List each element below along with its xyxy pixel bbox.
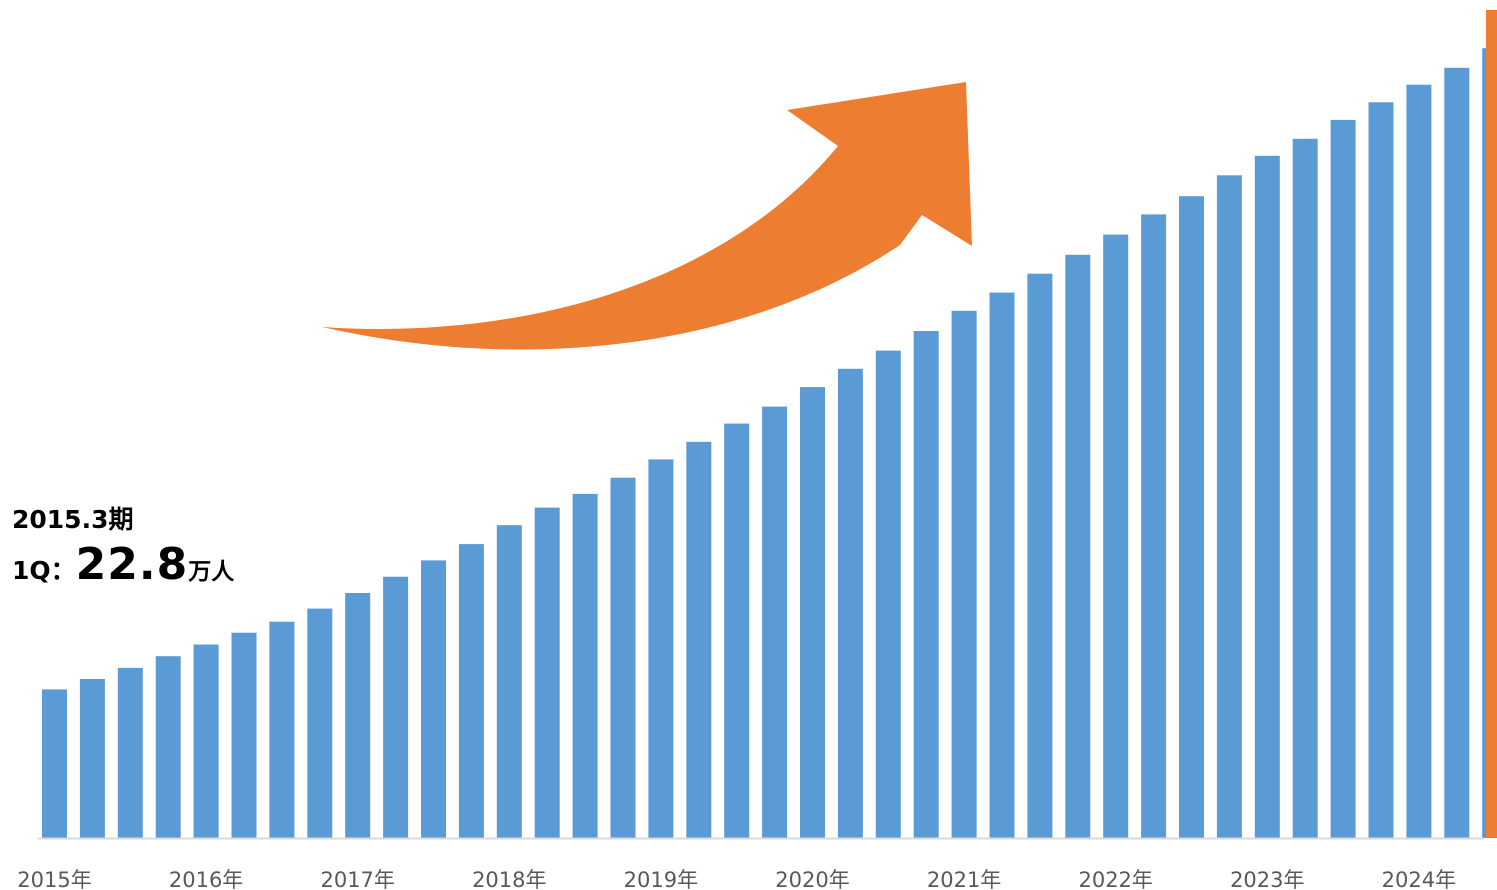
bar-27	[1027, 273, 1053, 838]
bar-23	[875, 350, 901, 838]
x-tick-label: 2022年	[1078, 868, 1152, 890]
bar-32	[1216, 175, 1242, 839]
growth-arrow-icon	[322, 82, 972, 350]
bar-34	[1292, 138, 1318, 839]
bar-12	[458, 544, 484, 838]
bar-14	[534, 507, 560, 838]
bar-29	[1103, 234, 1129, 839]
callout-quarter: 1Q	[12, 556, 51, 585]
bar-30	[1141, 214, 1167, 838]
x-tick-label: 2017年	[320, 868, 394, 890]
x-tick-label: 2021年	[927, 868, 1001, 890]
bar-7	[269, 621, 295, 838]
bar-2	[79, 679, 105, 838]
bar-5	[193, 644, 219, 838]
x-axis-tick-labels: 2015年 2016年 2017年 2018年 2019年 2020年 2021年 2022年…	[17, 868, 1456, 890]
bar-33	[1254, 155, 1280, 839]
bar-21	[800, 387, 825, 838]
x-tick-label: 2020年	[775, 868, 849, 890]
bar-25	[951, 310, 977, 838]
bar-17	[648, 459, 674, 838]
bar-28	[1065, 254, 1091, 839]
bar-36	[1368, 102, 1394, 839]
x-tick-label: 2024年	[1382, 868, 1456, 890]
bar-16	[610, 477, 636, 838]
bar-11	[421, 560, 446, 838]
bar-26	[989, 292, 1015, 839]
x-tick-label: 2019年	[624, 868, 698, 890]
callout-value-line: 1Q：22.8万人	[12, 540, 234, 597]
bar-35	[1330, 119, 1356, 838]
bar-9	[345, 593, 371, 838]
bar-20	[762, 406, 788, 838]
bar-10	[383, 576, 409, 838]
callout-period: 2015.3期	[12, 500, 133, 536]
bar-1	[42, 689, 67, 838]
callout-unit: 万人	[188, 559, 235, 585]
callout-value: 22.8	[75, 539, 189, 590]
bar-8	[307, 608, 333, 838]
bar-15	[572, 493, 598, 838]
callout-period-text: 2015.3期	[12, 505, 134, 534]
x-tick-label: 2018年	[472, 868, 546, 890]
right-edge-vertical-line	[1486, 10, 1497, 838]
bars-group	[42, 48, 1497, 839]
x-tick-label: 2023年	[1230, 868, 1304, 890]
x-tick-label: 2016年	[169, 868, 243, 890]
callout-separator: ：	[50, 556, 76, 585]
bar-22	[837, 368, 863, 838]
bar-13	[496, 525, 522, 838]
bar-4	[155, 656, 181, 838]
bar-19	[724, 423, 750, 838]
bar-37	[1406, 84, 1432, 838]
bar-31	[1179, 196, 1204, 838]
bar-3	[117, 667, 143, 838]
bar-18	[686, 441, 712, 838]
x-tick-label: 2015年	[17, 868, 91, 890]
bar-6	[231, 632, 257, 838]
bar-24	[913, 331, 939, 838]
bar-38	[1444, 67, 1470, 839]
